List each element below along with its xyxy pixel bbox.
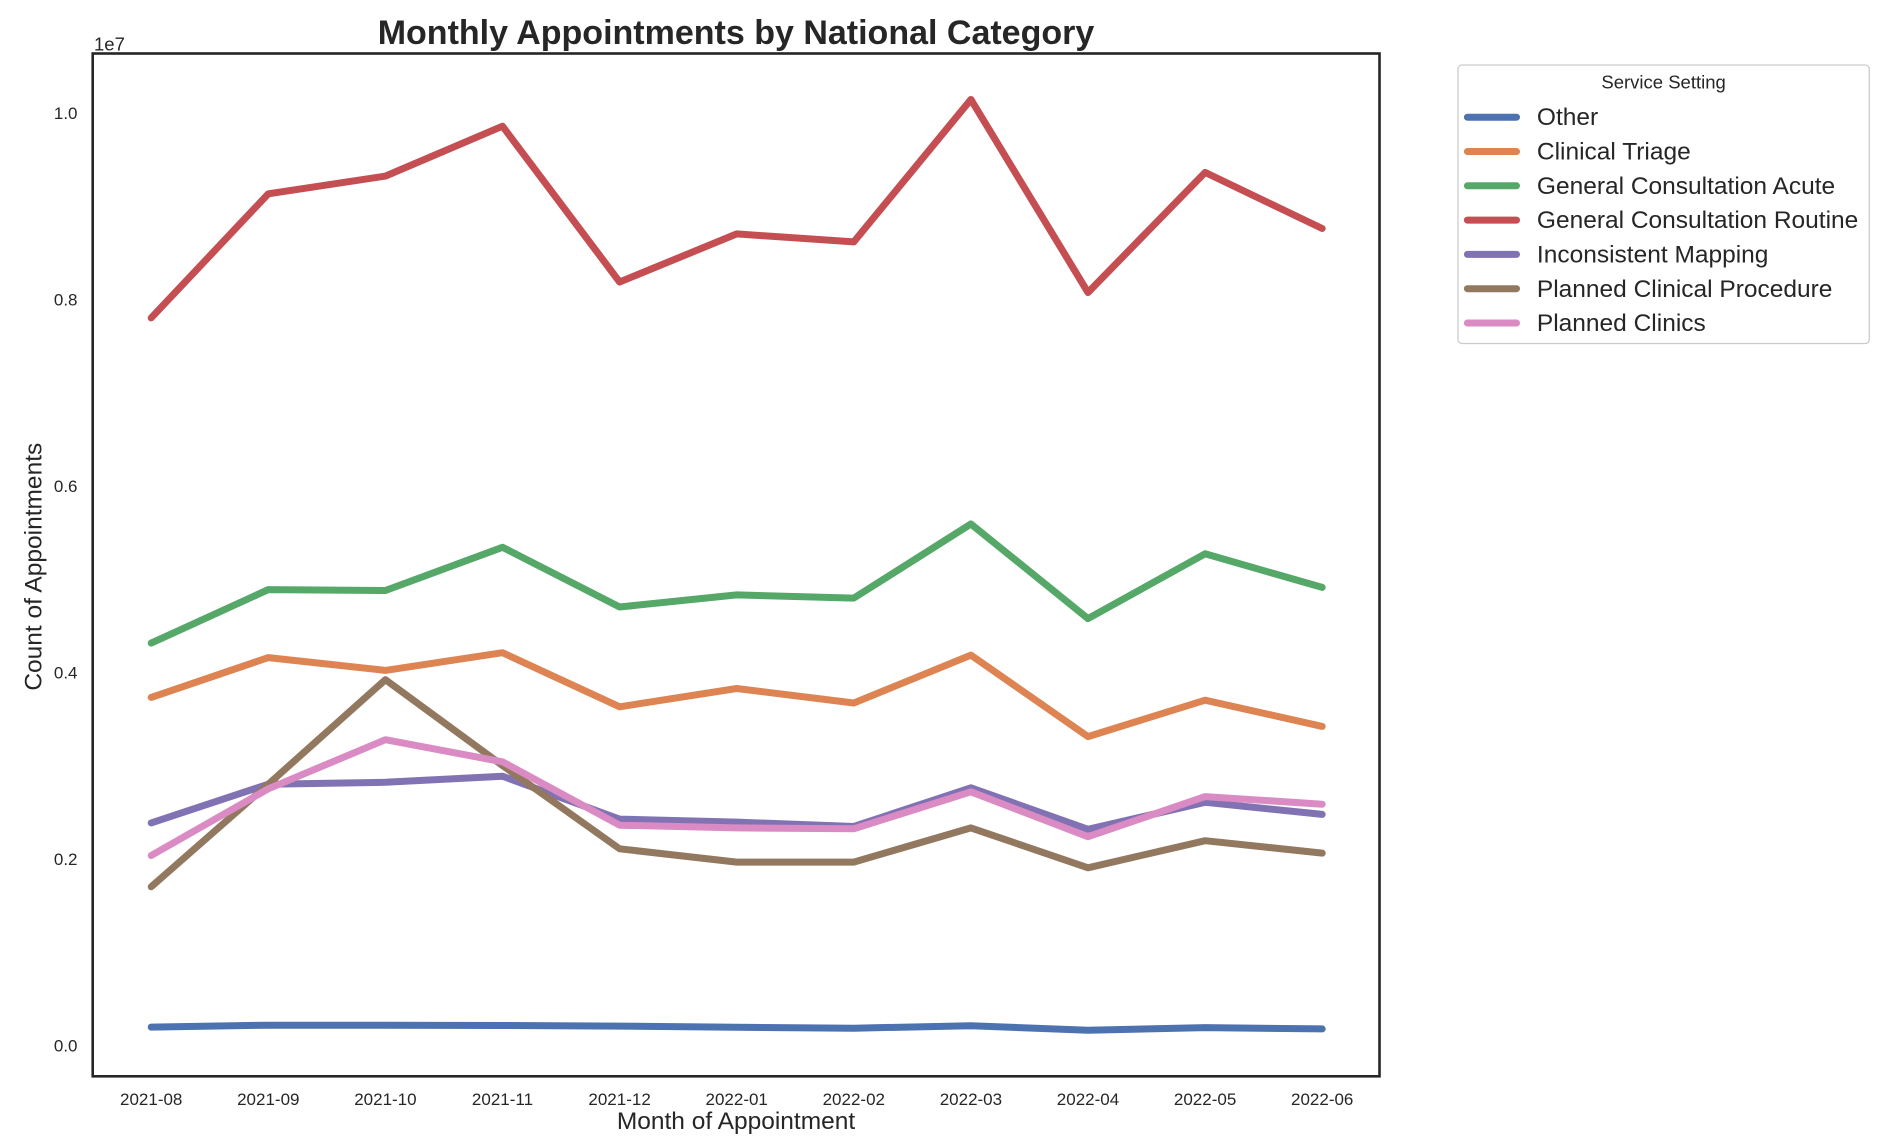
svg-text:Planned Clinics: Planned Clinics: [1537, 310, 1706, 337]
svg-text:1e7: 1e7: [94, 34, 125, 55]
svg-text:2022-02: 2022-02: [823, 1090, 885, 1109]
svg-text:General Consultation Routine: General Consultation Routine: [1537, 207, 1858, 234]
svg-text:2021-09: 2021-09: [237, 1090, 299, 1109]
svg-text:Service Setting: Service Setting: [1601, 71, 1725, 92]
svg-text:Other: Other: [1537, 104, 1598, 131]
svg-text:Planned Clinical Procedure: Planned Clinical Procedure: [1537, 276, 1833, 303]
svg-text:0.4: 0.4: [54, 663, 78, 682]
svg-text:2022-04: 2022-04: [1057, 1090, 1119, 1109]
svg-text:0.6: 0.6: [54, 477, 78, 496]
svg-text:Monthly Appointments by Nation: Monthly Appointments by National Categor…: [378, 14, 1095, 52]
svg-text:2022-06: 2022-06: [1291, 1090, 1353, 1109]
svg-text:2022-03: 2022-03: [940, 1090, 1002, 1109]
svg-text:2021-12: 2021-12: [588, 1090, 650, 1109]
svg-text:0.2: 0.2: [54, 850, 78, 869]
svg-text:Count of Appointments: Count of Appointments: [20, 443, 47, 691]
svg-text:2021-10: 2021-10: [354, 1090, 416, 1109]
svg-text:2021-11: 2021-11: [472, 1090, 533, 1109]
svg-text:Month of Appointment: Month of Appointment: [617, 1108, 856, 1135]
svg-text:2022-05: 2022-05: [1174, 1090, 1236, 1109]
svg-text:Inconsistent Mapping: Inconsistent Mapping: [1537, 241, 1769, 268]
svg-text:Clinical Triage: Clinical Triage: [1537, 139, 1691, 166]
svg-text:2021-08: 2021-08: [120, 1090, 182, 1109]
svg-text:1.0: 1.0: [54, 104, 78, 123]
svg-text:General Consultation Acute: General Consultation Acute: [1537, 173, 1835, 200]
svg-text:2022-01: 2022-01: [706, 1090, 768, 1109]
svg-text:0.0: 0.0: [54, 1036, 78, 1055]
svg-text:0.8: 0.8: [54, 290, 78, 309]
